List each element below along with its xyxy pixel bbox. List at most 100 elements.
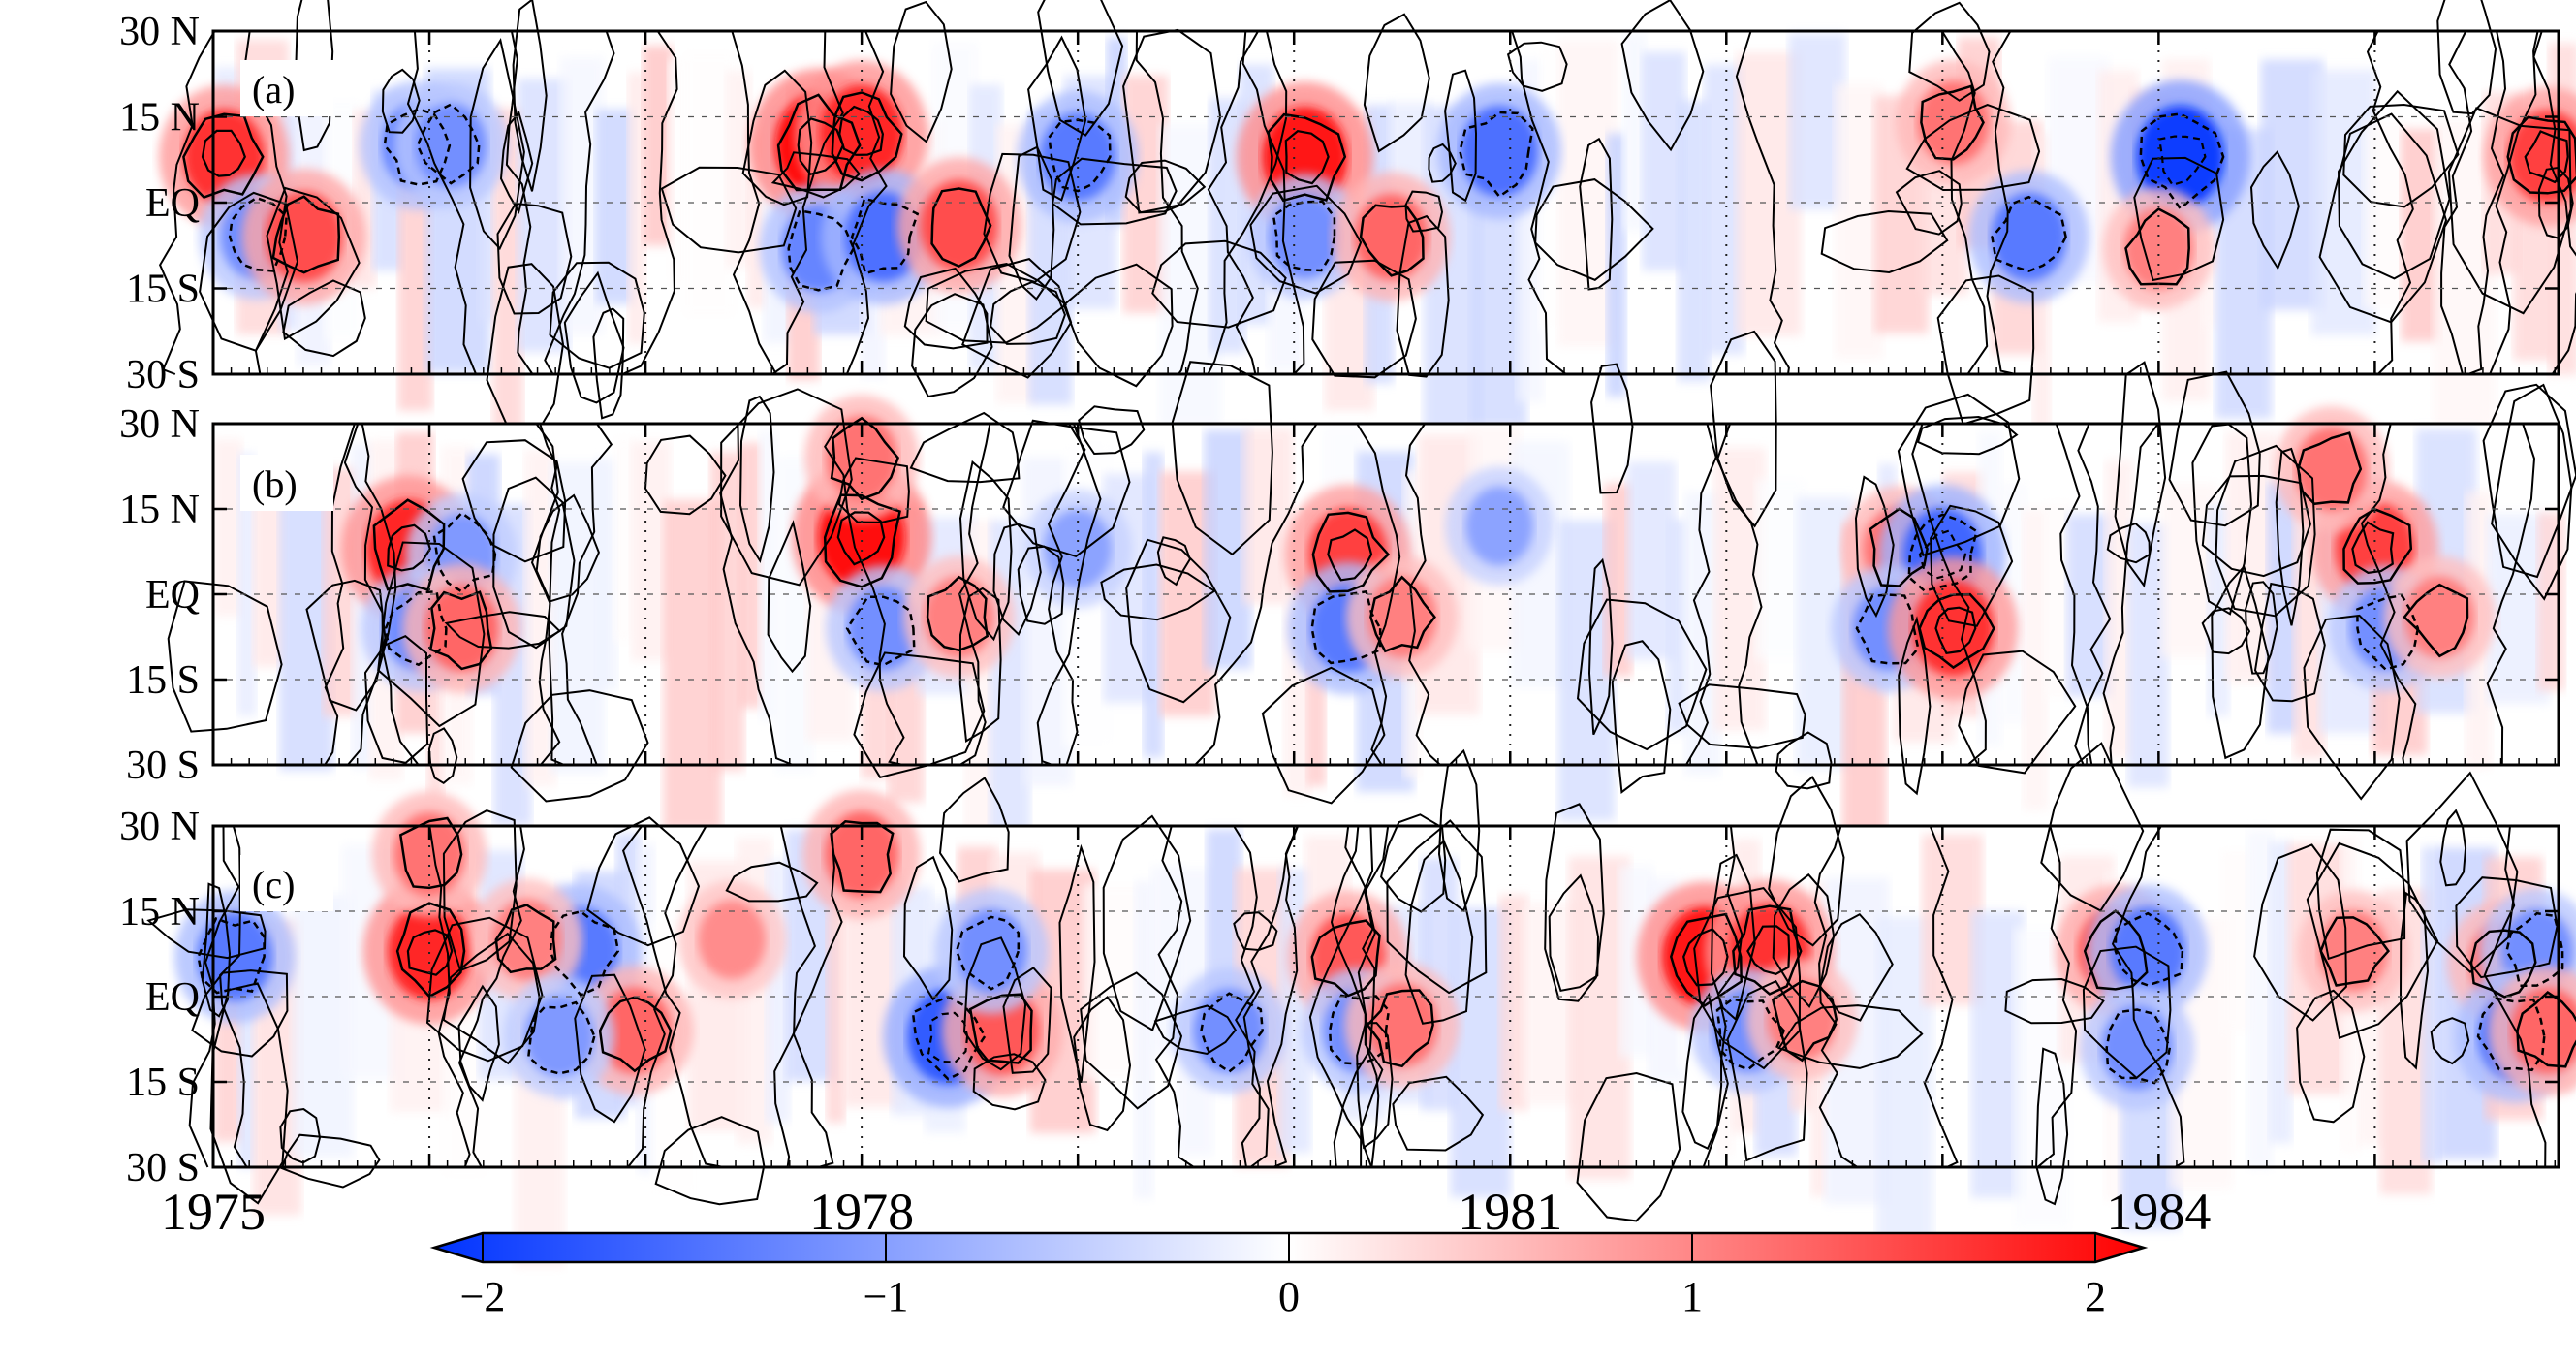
zero-contour: [2211, 564, 2270, 760]
zero-contour: [1037, 0, 1124, 137]
anomaly-contour: [1771, 979, 1838, 1063]
zero-contour: [1684, 423, 1717, 766]
zero-contour: [1036, 423, 1102, 766]
anomaly-contour: [2114, 911, 2184, 987]
noise-stripe: [758, 430, 779, 720]
panel-a: (a) 30 N 15 N EQ 15 S 30 S: [119, 0, 2576, 467]
zero-contour: [1207, 30, 1288, 375]
y-tick-label: 30 N: [119, 402, 200, 447]
x-tick-label: 1975: [161, 1183, 266, 1241]
zero-contour: [2111, 825, 2185, 1168]
noise-stripe: [236, 453, 257, 716]
anomaly-contour: [823, 493, 901, 588]
zero-contour: [2114, 361, 2167, 588]
zero-contour: [530, 423, 561, 766]
panel-b: (b) 30 N 15 N EQ 15 S 30 S: [119, 330, 2576, 861]
zero-contour: [2133, 156, 2225, 282]
panel-b-grid: [213, 424, 2559, 765]
anomaly-contour: [2506, 115, 2576, 195]
zero-contour: [496, 202, 573, 315]
zero-contour: [1854, 475, 1895, 619]
panel-a-grid: [213, 31, 2559, 374]
anomaly-contour: [372, 498, 446, 592]
zero-contour: [845, 30, 888, 375]
zero-contour: [1986, 30, 2017, 375]
zero-contour: [1207, 30, 1260, 375]
zero-contour: [962, 936, 1027, 1071]
zero-contour: [837, 457, 910, 523]
zero-contour: [539, 423, 565, 766]
zero-contour: [381, 68, 421, 134]
zero-contour: [2486, 423, 2536, 766]
zero-contour: [731, 30, 777, 375]
anomaly-contour: [2139, 112, 2225, 211]
colorbar-tick-label: 0: [1278, 1273, 1300, 1320]
anomaly-contour: [598, 996, 673, 1073]
anomaly-contour: [1310, 919, 1381, 998]
panel-c-ticks: [211, 824, 2559, 1169]
zero-contour: [1194, 423, 1318, 766]
y-tick-label: 30 N: [119, 10, 200, 54]
anomaly-contour: [1991, 195, 2067, 272]
zero-contour: [1380, 813, 1447, 913]
anomaly-contour: [968, 993, 1033, 1064]
zero-contour: [1898, 616, 1932, 796]
anomaly-contour: [850, 197, 920, 275]
zero-contour: [561, 423, 613, 766]
y-tick-label: 30 N: [119, 805, 200, 849]
zero-contour: [1333, 825, 1390, 1168]
zero-contour: [2191, 423, 2253, 616]
anomaly-core: [424, 585, 499, 672]
anomaly-contour-inner: [1327, 528, 1373, 582]
y-tick-label: 30 S: [126, 353, 200, 397]
zero-contour: [1620, 0, 1705, 152]
anomaly-contour-inner: [406, 929, 454, 976]
zero-contour: [1344, 825, 1384, 1168]
zero-contour: [2315, 828, 2406, 961]
x-tick-label: 1978: [809, 1183, 914, 1241]
anomaly-core: [1461, 106, 1539, 197]
zero-contour: [1544, 803, 1605, 1002]
anomaly-contour: [2342, 507, 2413, 585]
x-tick-label: 1981: [1458, 1183, 1562, 1241]
zero-contour: [1726, 979, 1808, 1162]
anomaly-contour: [2105, 1008, 2172, 1085]
zero-contour: [2035, 1047, 2069, 1206]
zero-contour: [1576, 1071, 1681, 1222]
anomaly-core: [2110, 906, 2186, 996]
zero-contour: [1396, 214, 1450, 378]
panel-a-ticks: [211, 29, 2559, 376]
y-tick-label: 15 N: [119, 890, 200, 935]
zero-contour: [499, 111, 534, 214]
zero-contour: [1266, 825, 1299, 1168]
anomaly-contour: [911, 995, 987, 1081]
anomaly-contour: [1272, 200, 1336, 272]
zero-contour: [1156, 536, 1192, 587]
anomaly-contour-inner: [836, 511, 886, 566]
noise-stripe: [826, 909, 846, 1124]
zero-contour: [1154, 825, 1195, 1168]
anomaly-contour: [1328, 994, 1391, 1065]
zero-contour: [2483, 825, 2547, 1168]
anomaly-contour-inner: [201, 129, 247, 177]
zero-contour: [324, 423, 356, 766]
zero-contour: [1905, 104, 2041, 192]
zero-contour: [2491, 383, 2573, 601]
zero-contour: [2215, 444, 2316, 618]
colorbar-tick-label: −1: [864, 1273, 909, 1320]
anomaly-contour: [845, 595, 916, 667]
noise-stripe: [1143, 452, 1164, 758]
panel-c: (c) 30 N 15 N EQ 15 S 30 S: [119, 742, 2576, 1267]
anomaly-contour: [1310, 589, 1382, 665]
panel-c-label: (c): [252, 863, 295, 906]
zero-contour: [992, 523, 1042, 636]
zero-contour: [1100, 563, 1217, 621]
zero-contour: [2036, 825, 2078, 1168]
y-tick-label: EQ: [145, 573, 200, 618]
zero-contour: [444, 611, 562, 650]
anomaly-contour: [1048, 118, 1112, 193]
zero-contour: [1363, 13, 1430, 153]
zero-contour: [2168, 370, 2261, 527]
zero-contour: [2253, 582, 2326, 703]
